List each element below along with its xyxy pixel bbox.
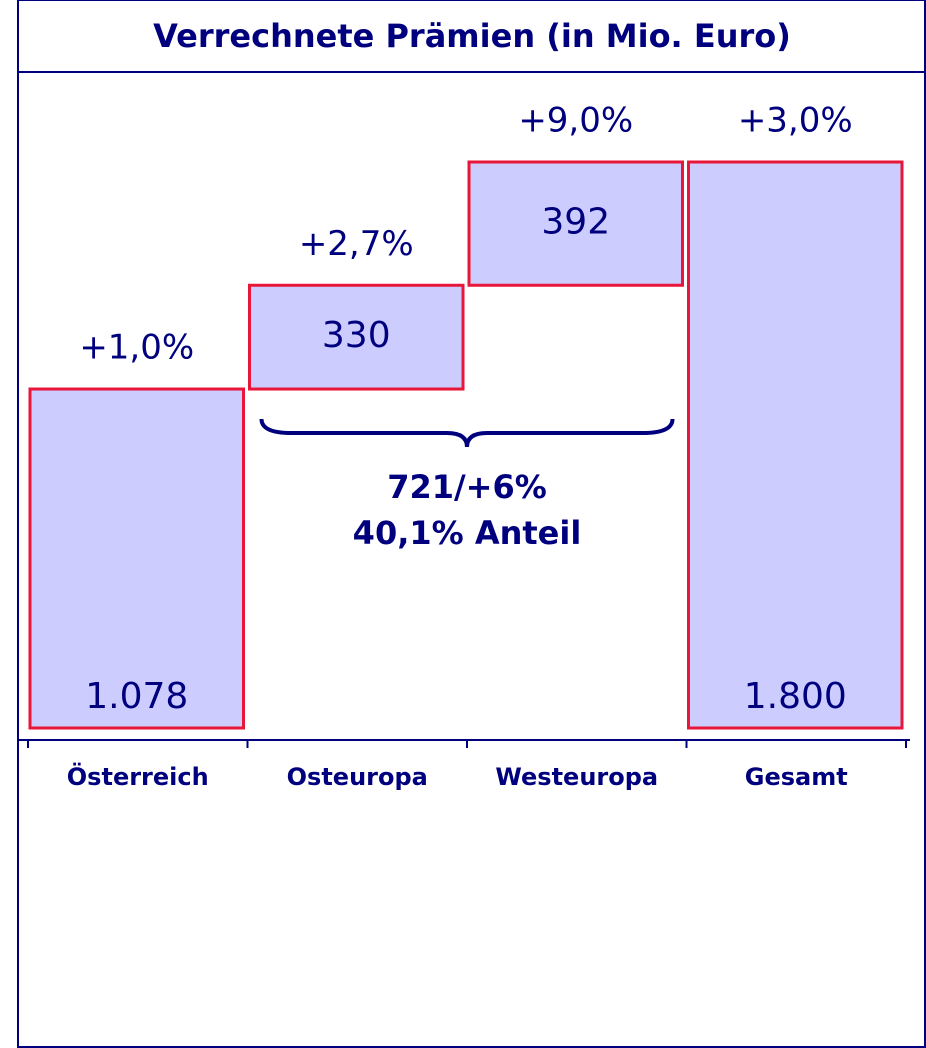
x-tick-label: Österreich [67, 761, 209, 791]
brace [259, 418, 675, 448]
x-tick-label: Osteuropa [287, 763, 428, 791]
x-tick-label: Gesamt [745, 763, 848, 791]
bar [248, 283, 465, 391]
value-label: 330 [322, 315, 391, 356]
annotation: 40,1% Anteil [353, 514, 582, 552]
value-label: 1.078 [85, 676, 188, 717]
bar [28, 387, 245, 730]
change-label: +2,7% [299, 224, 414, 264]
change-label: +1,0% [79, 328, 194, 368]
x-tick-label: Westeuropa [495, 763, 658, 791]
annotation: 721/+6% [387, 468, 547, 506]
bar [467, 160, 684, 287]
bar [687, 160, 904, 730]
change-label: +9,0% [518, 101, 633, 141]
chart-frame [17, 0, 926, 1048]
value-label: 392 [541, 202, 610, 243]
chart-title: Verrechnete Prämien (in Mio. Euro) [153, 17, 791, 55]
value-label: 1.800 [744, 676, 847, 717]
change-label: +3,0% [738, 101, 853, 141]
